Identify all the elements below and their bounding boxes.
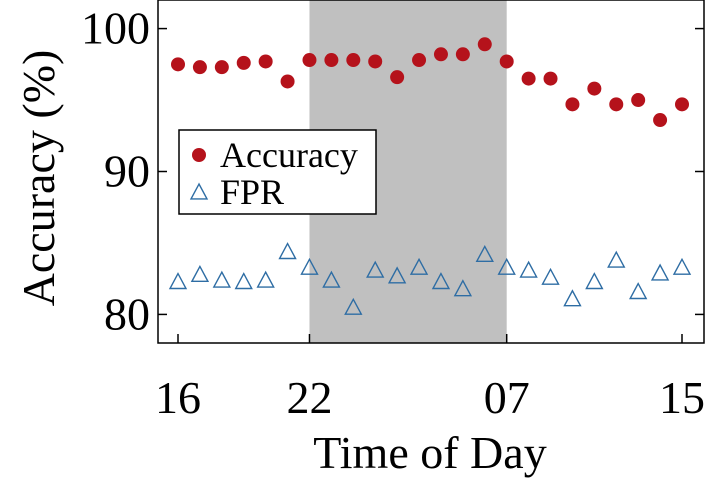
accuracy-point (368, 54, 383, 69)
fpr-point (409, 257, 429, 275)
accuracy-point (477, 37, 492, 52)
fpr-point (629, 282, 648, 300)
accuracy-point (631, 93, 646, 108)
fpr-point (344, 297, 363, 315)
accuracy-point (675, 97, 689, 112)
legend-accuracy-label: Accuracy (220, 135, 358, 175)
accuracy-series (171, 37, 689, 128)
fpr-point (278, 242, 297, 260)
accuracy-point (565, 97, 580, 112)
fpr-point (541, 267, 560, 285)
fpr-point (563, 289, 582, 307)
accuracy-point (280, 74, 295, 89)
y-axis: 80 90 100 (81, 3, 704, 339)
plot-frame (157, 0, 705, 344)
accuracy-point (543, 71, 558, 86)
accuracy-point (192, 60, 207, 75)
y-tick-label: 90 (104, 146, 150, 197)
fpr-point (387, 266, 407, 284)
accuracy-point (587, 81, 602, 96)
x-tick-label: 15 (659, 372, 705, 423)
accuracy-point (171, 57, 185, 72)
fpr-point (453, 279, 473, 297)
accuracy-point (302, 53, 317, 68)
accuracy-point (653, 113, 668, 128)
fpr-point (607, 250, 626, 268)
accuracy-point (346, 53, 361, 68)
x-tick-label: 16 (155, 372, 201, 423)
legend: Accuracy FPR (178, 129, 377, 215)
x-tick-label: 22 (286, 372, 332, 423)
fpr-point (256, 270, 275, 288)
accuracy-point (236, 55, 251, 70)
accuracy-point (609, 97, 624, 112)
legend-fpr-marker (189, 182, 209, 200)
y-axis-label: Accuracy (%) (13, 50, 64, 307)
accuracy-point (455, 47, 470, 62)
fpr-point (190, 264, 210, 283)
legend-box (178, 129, 377, 215)
fpr-point (475, 244, 494, 263)
legend-accuracy-marker (192, 148, 206, 162)
fpr-point (212, 270, 231, 288)
y-tick-label: 80 (104, 288, 150, 339)
x-axis-label: Time of Day (313, 427, 546, 478)
accuracy-point (258, 54, 273, 69)
fpr-point (366, 260, 385, 278)
x-axis: 16 22 07 15 (155, 334, 705, 423)
fpr-point (234, 272, 253, 290)
fpr-point (672, 257, 692, 275)
fpr-point (519, 260, 538, 278)
accuracy-point (521, 71, 536, 86)
accuracy-point (214, 60, 229, 75)
accuracy-point (499, 54, 514, 69)
fpr-series (168, 242, 692, 315)
y-tick-label: 100 (81, 3, 150, 54)
x-tick-label: 07 (484, 372, 530, 423)
accuracy-point (390, 70, 405, 85)
accuracy-point (324, 53, 339, 68)
accuracy-point (433, 47, 448, 62)
accuracy-point (412, 53, 427, 68)
legend-fpr-label: FPR (220, 172, 284, 212)
fpr-point (650, 263, 670, 281)
fpr-point (300, 257, 319, 275)
fpr-point (431, 272, 451, 290)
fpr-point (322, 270, 341, 288)
fpr-point (497, 257, 516, 275)
fpr-point (168, 272, 188, 290)
fpr-point (585, 272, 604, 290)
